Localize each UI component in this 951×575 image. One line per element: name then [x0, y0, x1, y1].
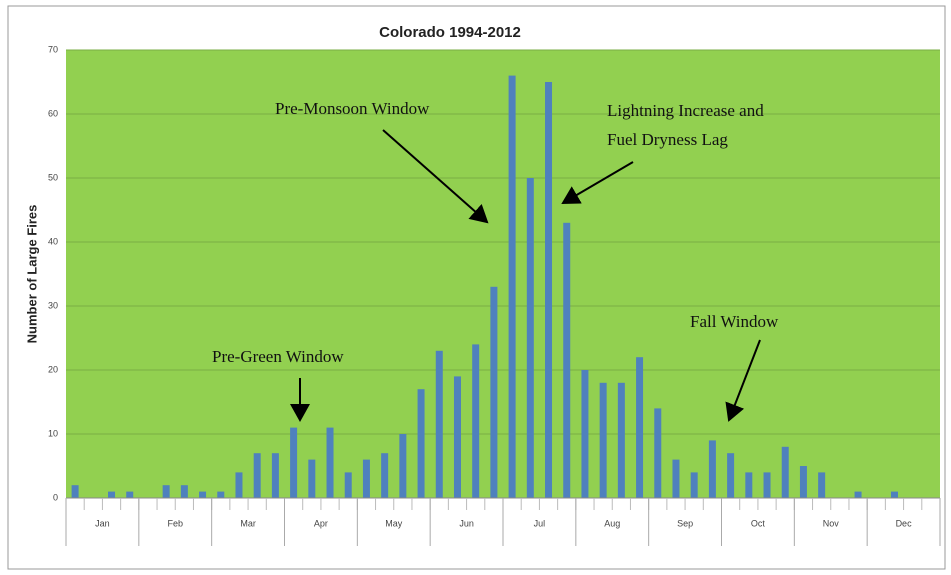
bar: [253, 453, 261, 498]
x-group-label: Aug: [604, 518, 620, 528]
chart-title: Colorado 1994-2012: [379, 24, 521, 41]
bar: [290, 427, 298, 498]
x-group-label: Jun: [459, 518, 474, 528]
bar: [690, 472, 698, 498]
y-tick-label: 10: [48, 428, 58, 438]
y-tick-label: 60: [48, 108, 58, 118]
y-tick-label: 20: [48, 364, 58, 374]
x-group-label: May: [385, 518, 403, 528]
bar: [344, 472, 352, 498]
bar: [399, 434, 407, 498]
annotation: Lightning Increase and: [607, 101, 764, 120]
bar: [781, 446, 789, 498]
x-group-label: Sep: [677, 518, 693, 528]
bar: [162, 485, 170, 498]
bar: [417, 389, 425, 498]
bar: [435, 350, 443, 498]
bar: [654, 408, 662, 498]
bar: [308, 459, 316, 498]
bar: [326, 427, 334, 498]
x-group-label: Jul: [534, 518, 546, 528]
bar: [672, 459, 680, 498]
bar: [526, 178, 534, 498]
arrows: [290, 129, 761, 422]
bar: [763, 472, 771, 498]
bar: [799, 466, 807, 498]
bar: [490, 286, 498, 498]
annotation: Fall Window: [690, 312, 779, 331]
bar: [453, 376, 461, 498]
bar: [563, 222, 571, 499]
bar: [636, 357, 644, 498]
annotation: Pre-Green Window: [212, 347, 344, 366]
frame: [7, 5, 946, 570]
y-axis-label: Number of Large Fires: [24, 205, 39, 344]
bar: [581, 370, 589, 498]
bar: [508, 75, 516, 498]
bar: [727, 453, 735, 498]
x-group-label: Nov: [823, 518, 840, 528]
x-group-label: Dec: [896, 518, 913, 528]
arrow: [561, 161, 634, 205]
bar: [599, 382, 607, 498]
x-group-label: Feb: [167, 518, 183, 528]
arrow: [382, 129, 489, 224]
bar: [472, 344, 480, 498]
y-tick-label: 40: [48, 236, 58, 246]
bar: [890, 491, 898, 498]
bar: [545, 82, 553, 498]
x-group-label: Apr: [314, 518, 328, 528]
bar: [854, 491, 862, 498]
bar: [381, 453, 389, 498]
plot-area: [66, 50, 940, 498]
bar: [617, 382, 625, 498]
bar: [199, 491, 207, 498]
annotation: Pre-Monsoon Window: [275, 99, 430, 118]
bar: [217, 491, 225, 498]
bar: [71, 485, 79, 498]
y-tick-label: 0: [53, 492, 58, 502]
arrow: [725, 339, 761, 422]
bar: [362, 459, 370, 498]
x-group-label: Jan: [95, 518, 110, 528]
annotation: Fuel Dryness Lag: [607, 130, 728, 149]
bar: [818, 472, 826, 498]
bar: [126, 491, 134, 498]
x-group-label: Mar: [240, 518, 256, 528]
bar: [708, 440, 716, 498]
bar: [235, 472, 243, 498]
y-tick-label: 50: [48, 172, 58, 182]
y-tick-label: 70: [48, 44, 58, 54]
bar: [271, 453, 279, 498]
x-group-label: Oct: [751, 518, 766, 528]
bar: [108, 491, 116, 498]
bar: [745, 472, 753, 498]
y-tick-label: 30: [48, 300, 58, 310]
bar: [180, 485, 188, 498]
